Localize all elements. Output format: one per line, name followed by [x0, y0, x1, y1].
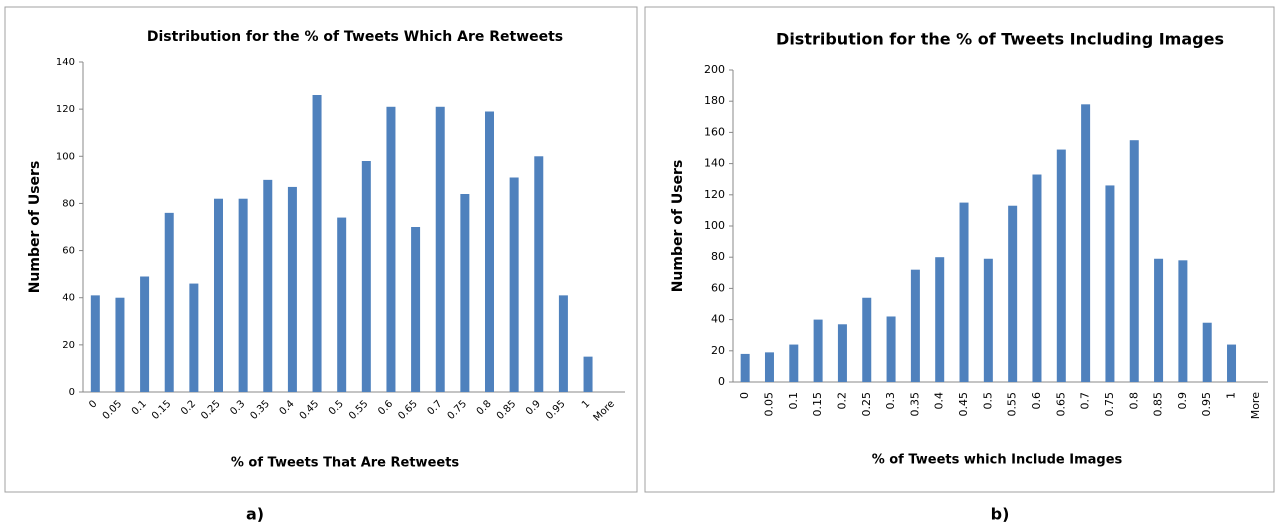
y-tick-label: 20 — [711, 344, 725, 357]
bar — [164, 212, 174, 392]
bar — [140, 276, 150, 392]
bar — [361, 161, 371, 392]
bar — [337, 217, 347, 392]
y-tick-label: 40 — [711, 313, 725, 326]
y-tick-label: 60 — [62, 246, 75, 257]
bar — [485, 111, 494, 392]
x-tick-label: 0.55 — [1006, 392, 1019, 417]
bar — [115, 297, 125, 392]
x-tick-label: 0.2 — [835, 392, 848, 410]
y-tick-label: 80 — [62, 198, 75, 209]
y-tick-label: 120 — [704, 188, 725, 201]
y-tick-label: 40 — [62, 293, 75, 304]
caption: a) — [246, 505, 264, 524]
panel-frame — [644, 6, 1275, 493]
x-tick-label: 0.8 — [1127, 392, 1140, 410]
bar — [959, 202, 969, 382]
y-tick-label: 100 — [56, 151, 75, 162]
y-tick-label: 0 — [69, 387, 75, 398]
bar — [411, 227, 421, 392]
x-axis-label: % of Tweets That Are Retweets — [231, 456, 460, 471]
bar — [90, 295, 100, 392]
y-tick-label: 140 — [704, 157, 725, 170]
y-axis-label: Number of Users — [27, 161, 43, 294]
x-tick-label: 0.85 — [1152, 392, 1165, 417]
bar — [1056, 149, 1066, 382]
x-tick-label: 0.15 — [811, 392, 824, 417]
y-tick-label: 160 — [704, 125, 725, 138]
y-tick-label: 200 — [704, 63, 725, 76]
y-tick-label: 120 — [56, 104, 75, 115]
x-axis-label: % of Tweets which Include Images — [872, 453, 1123, 468]
y-tick-label: 20 — [62, 340, 75, 351]
bar — [789, 344, 799, 382]
x-tick-label: 0.45 — [957, 392, 970, 417]
bar — [287, 186, 297, 392]
x-tick-label: 0.5 — [981, 392, 994, 410]
bar — [386, 106, 396, 393]
x-tick-label: 0.95 — [1200, 392, 1213, 417]
x-tick-label: 0.4 — [933, 392, 946, 410]
y-tick-label: 60 — [711, 281, 725, 294]
x-tick-label: 0.3 — [884, 392, 897, 410]
x-tick-label: 0.1 — [787, 392, 800, 410]
y-tick-label: 140 — [56, 57, 75, 68]
bar — [558, 295, 568, 392]
bar — [1081, 104, 1091, 382]
bar — [263, 179, 273, 392]
bar — [509, 177, 519, 392]
x-tick-label: 0.9 — [1176, 392, 1189, 410]
bar — [886, 316, 896, 382]
bar — [764, 352, 774, 382]
bar — [238, 198, 248, 392]
chart-title: Distribution for the % of Tweets Which A… — [147, 29, 563, 45]
bar — [1227, 344, 1237, 382]
bar — [1154, 258, 1164, 382]
bar — [460, 194, 470, 392]
x-tick-label: 0.6 — [1030, 392, 1043, 410]
x-tick-label: 1 — [1225, 392, 1238, 399]
bar — [534, 156, 544, 392]
bar — [435, 106, 445, 393]
chart-title: Distribution for the % of Tweets Includi… — [776, 30, 1224, 49]
y-tick-label: 100 — [704, 219, 725, 232]
bar — [1202, 322, 1212, 382]
y-axis-label: Number of Users — [670, 160, 686, 293]
bar — [910, 269, 920, 382]
bar — [1178, 260, 1188, 382]
bar — [813, 319, 823, 382]
bar — [862, 297, 872, 382]
caption: b) — [991, 505, 1010, 524]
x-tick-label: 0.05 — [762, 392, 775, 417]
x-tick-label: 0 — [738, 392, 751, 399]
bar — [1008, 205, 1018, 382]
y-tick-label: 0 — [718, 375, 725, 388]
bar — [312, 95, 322, 392]
bar — [935, 257, 945, 382]
bar — [983, 258, 993, 382]
x-tick-label: 0.75 — [1103, 392, 1116, 417]
x-tick-label: 0.7 — [1079, 392, 1092, 410]
bar — [837, 324, 847, 382]
y-tick-label: 180 — [704, 94, 725, 107]
x-tick-label: More — [1249, 392, 1262, 420]
bar — [740, 353, 750, 382]
x-tick-label: 0.25 — [860, 392, 873, 417]
bar — [189, 283, 199, 392]
bar — [1129, 140, 1139, 382]
bar — [1105, 185, 1115, 382]
x-tick-label: 0.35 — [908, 392, 921, 417]
bar — [214, 198, 223, 392]
bar — [583, 356, 593, 392]
x-tick-label: 0.65 — [1054, 392, 1067, 417]
y-tick-label: 80 — [711, 250, 725, 263]
bar — [1032, 174, 1042, 382]
